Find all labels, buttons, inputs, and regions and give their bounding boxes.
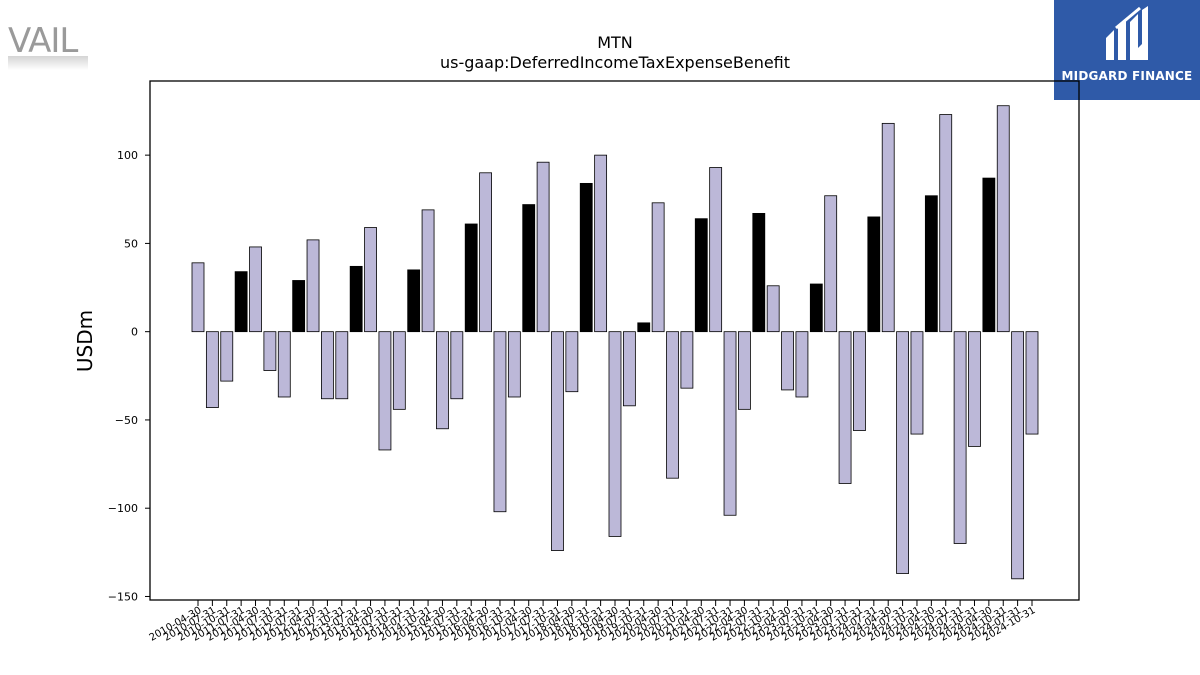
bar bbox=[536, 161, 550, 333]
plot-frame bbox=[149, 80, 1080, 601]
bar bbox=[766, 285, 780, 333]
midgard-finance-logo: MIDGARD FINANCE bbox=[1054, 0, 1200, 100]
bar bbox=[407, 269, 421, 333]
bar bbox=[853, 331, 866, 431]
bar bbox=[421, 209, 435, 333]
bar bbox=[579, 182, 593, 333]
y-tick-label: 50 bbox=[124, 237, 138, 250]
bar bbox=[738, 331, 751, 410]
bar bbox=[436, 331, 449, 430]
bar bbox=[694, 218, 708, 333]
midgard-finance-logo-text: MIDGARD FINANCE bbox=[1061, 69, 1193, 83]
bar bbox=[392, 331, 406, 410]
bar bbox=[982, 177, 996, 333]
bar bbox=[378, 331, 392, 451]
vail-logo-text: VAIL bbox=[8, 21, 78, 61]
bar bbox=[551, 331, 564, 551]
bar bbox=[953, 331, 967, 544]
bar bbox=[464, 223, 478, 333]
chart-subtitle: us-gaap:DeferredIncomeTaxExpenseBenefit bbox=[440, 53, 790, 72]
y-axis-label: USDm bbox=[73, 310, 97, 372]
bar bbox=[752, 212, 766, 333]
bar bbox=[896, 331, 909, 574]
bar bbox=[939, 114, 953, 333]
bar bbox=[306, 239, 320, 333]
bar bbox=[809, 283, 823, 333]
bar bbox=[522, 204, 536, 333]
bar bbox=[996, 105, 1010, 333]
bar bbox=[349, 265, 363, 333]
bar bbox=[867, 216, 881, 333]
bar bbox=[622, 331, 636, 407]
x-axis-ticks: 2010-04-302010-07-312010-10-312011-07-31… bbox=[148, 600, 1038, 644]
bar bbox=[364, 227, 377, 333]
chart-title: MTN bbox=[597, 33, 633, 52]
bar bbox=[450, 331, 464, 400]
bar bbox=[220, 331, 234, 382]
bar bbox=[205, 331, 219, 408]
bar bbox=[292, 280, 306, 333]
bar bbox=[1025, 331, 1039, 435]
bar bbox=[824, 195, 838, 333]
bar bbox=[838, 331, 852, 484]
bar bbox=[881, 122, 895, 333]
y-tick-label: 0 bbox=[131, 326, 138, 339]
bar bbox=[924, 195, 938, 333]
bars bbox=[191, 105, 1039, 580]
bar bbox=[335, 331, 349, 400]
bar bbox=[666, 331, 679, 479]
bar bbox=[594, 154, 608, 333]
bar bbox=[637, 322, 651, 333]
bar bbox=[795, 331, 809, 398]
bar bbox=[608, 331, 622, 537]
bar bbox=[479, 172, 492, 333]
bar bbox=[723, 331, 737, 516]
y-axis-ticks: −150 −100 −50 0 50 100 bbox=[108, 149, 150, 603]
bar bbox=[651, 202, 665, 333]
bar bbox=[321, 331, 334, 400]
midgard-mark-icon bbox=[1106, 6, 1148, 60]
bar bbox=[507, 331, 521, 398]
bar bbox=[263, 331, 277, 371]
bar bbox=[234, 271, 248, 333]
bar bbox=[781, 331, 794, 391]
bar bbox=[1011, 331, 1025, 580]
bar bbox=[910, 331, 924, 435]
y-tick-label: −150 bbox=[108, 590, 138, 603]
y-tick-label: −100 bbox=[108, 502, 138, 515]
bar bbox=[565, 331, 579, 393]
y-tick-label: −50 bbox=[115, 414, 138, 427]
bar bbox=[493, 331, 507, 513]
bar bbox=[968, 331, 981, 447]
bar bbox=[249, 246, 262, 333]
bar bbox=[277, 331, 291, 398]
bar bbox=[709, 167, 723, 333]
bar bbox=[680, 331, 694, 389]
y-tick-label: 100 bbox=[117, 149, 138, 162]
vail-logo: VAIL bbox=[6, 18, 96, 74]
bar bbox=[191, 262, 205, 333]
